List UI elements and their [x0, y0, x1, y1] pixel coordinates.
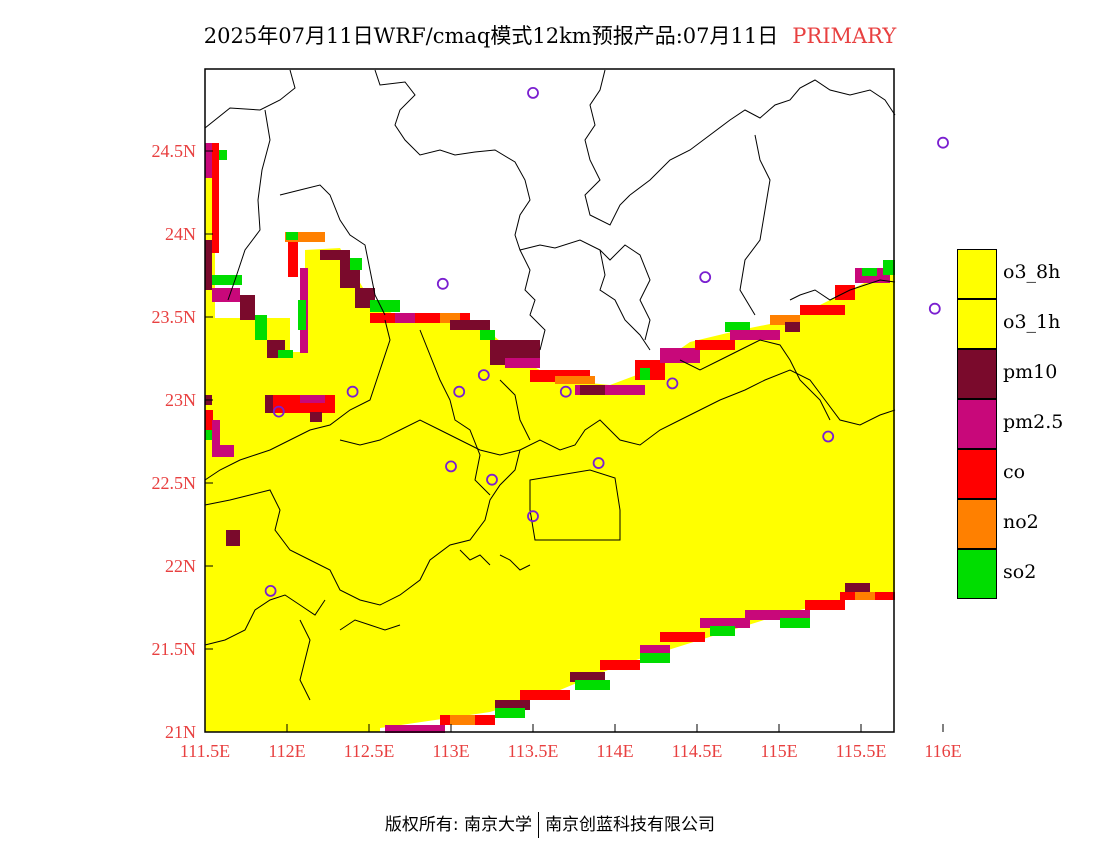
legend-label: o3_1h	[1003, 311, 1061, 333]
y-tick-label: 22N	[165, 556, 196, 576]
x-tick-label: 115.5E	[836, 741, 887, 761]
footer-left: 版权所有: 南京大学	[384, 815, 533, 835]
title-main: 2025年07月11日WRF/cmaq模式12km预报产品:07月11日	[203, 24, 779, 48]
legend-swatch	[957, 499, 997, 549]
boundary-cells	[205, 143, 895, 733]
y-tick-label: 22.5N	[152, 473, 197, 493]
o3-field	[205, 248, 895, 732]
station-marker	[666, 377, 679, 390]
station-marker	[527, 87, 539, 99]
y-tick-label: 23N	[165, 390, 196, 410]
station-marker	[445, 460, 457, 473]
station-marker	[592, 457, 605, 469]
x-tick-label: 113.5E	[508, 741, 559, 761]
legend-swatch	[957, 349, 997, 399]
station-marker	[436, 277, 449, 290]
station-marker	[264, 585, 277, 597]
legend-label: pm10	[1003, 361, 1058, 383]
map-boundaries	[204, 69, 896, 701]
x-tick-label: 112E	[268, 741, 305, 761]
legend-swatch	[957, 249, 997, 299]
x-tick-label: 114.5E	[672, 741, 723, 761]
y-tick-label: 21N	[165, 722, 196, 742]
legend-label: o3_8h	[1003, 261, 1061, 283]
station-marker	[346, 385, 359, 398]
y-tick-label: 24N	[165, 224, 196, 244]
legend-label: pm2.5	[1003, 411, 1064, 433]
station-marker	[559, 385, 572, 398]
y-tick-label: 21.5N	[152, 639, 197, 659]
footer-right: 南京创蓝科技有限公司	[545, 815, 716, 835]
legend-swatch	[957, 549, 997, 599]
station-marker	[272, 405, 285, 418]
y-tick-label: 24.5N	[152, 141, 197, 161]
station-marker	[527, 510, 539, 523]
legend-swatch	[957, 449, 997, 499]
station-marker	[699, 271, 712, 284]
x-axis: 111.5E 112E 112.5E 113E 113.5E 114E 114.5E 115E…	[180, 724, 962, 761]
map-title: 2025年07月11日WRF/cmaq模式12km预报产品:07月11日 PRIM…	[0, 20, 1100, 50]
x-tick-label: 116E	[924, 741, 961, 761]
copyright-footer: 版权所有: 南京大学 南京创蓝科技有限公司	[0, 810, 1100, 838]
station-markers	[264, 87, 949, 597]
station-marker	[486, 473, 498, 486]
station-marker	[477, 369, 490, 382]
footer-separator	[538, 812, 540, 838]
y-axis: 24.5N 24N 23.5N 23N 22.5N 22N 21.5N 21N	[152, 141, 213, 742]
legend-label: no2	[1003, 511, 1039, 533]
x-tick-label: 112.5E	[344, 741, 395, 761]
station-marker	[937, 136, 949, 149]
x-tick-label: 113E	[432, 741, 469, 761]
x-tick-label: 114E	[596, 741, 633, 761]
station-marker	[453, 385, 466, 398]
x-tick-label: 111.5E	[180, 741, 230, 761]
x-tick-label: 115E	[760, 741, 797, 761]
legend-label: so2	[1003, 561, 1037, 583]
legend-label: co	[1003, 461, 1026, 483]
title-highlight: PRIMARY	[792, 24, 897, 48]
y-tick-label: 23.5N	[152, 307, 197, 327]
station-marker	[928, 302, 941, 315]
station-marker	[822, 430, 835, 443]
legend-swatch	[957, 399, 997, 449]
legend-swatch	[957, 299, 997, 349]
